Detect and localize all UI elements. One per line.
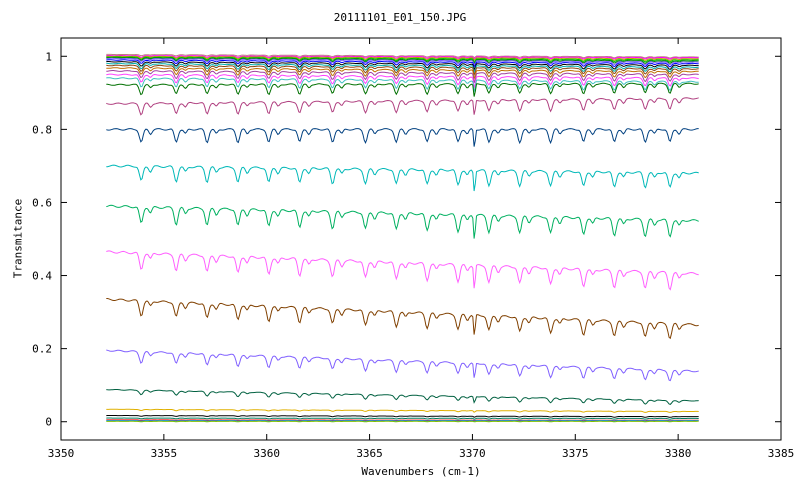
series-line xyxy=(106,59,699,68)
x-tick-label: 3365 xyxy=(356,447,383,460)
series-line xyxy=(106,250,699,291)
x-tick-label: 3375 xyxy=(562,447,589,460)
series-line xyxy=(106,298,699,340)
x-tick-label: 3370 xyxy=(459,447,486,460)
series-line xyxy=(106,420,699,423)
x-axis-label: Wavenumbers (cm-1) xyxy=(361,465,481,478)
series-line xyxy=(106,62,699,74)
series-line xyxy=(106,417,699,420)
axes-layer: 3350 3355 3360 3365 3370 3375 3380 3385 0 0.2 0.4 0… xyxy=(32,38,794,460)
series-line xyxy=(106,55,699,61)
series-line xyxy=(106,128,699,147)
y-tick-label: 0.8 xyxy=(32,123,52,136)
y-tick-label: 0.6 xyxy=(32,196,52,209)
y-tick-label: 1 xyxy=(45,50,52,63)
series-line xyxy=(106,204,699,239)
series-line xyxy=(106,55,699,60)
y-tick-label: 0.2 xyxy=(32,343,52,356)
chart-title: 20111101_E01_150.JPG xyxy=(333,11,467,24)
x-tick-label: 3380 xyxy=(665,447,692,460)
series-layer xyxy=(106,53,699,423)
y-tick-label: 0 xyxy=(45,416,52,429)
series-line xyxy=(106,77,699,93)
series-line xyxy=(106,420,699,422)
series-line xyxy=(106,73,699,88)
x-tick-label: 3385 xyxy=(768,447,795,460)
series-line xyxy=(106,56,699,63)
series-line xyxy=(106,415,699,418)
series-line xyxy=(106,67,699,81)
series-line xyxy=(106,82,699,97)
plot-frame xyxy=(60,37,782,441)
series-line xyxy=(106,64,699,77)
series-line xyxy=(106,61,699,71)
series-line xyxy=(106,408,699,413)
series-line xyxy=(106,389,699,405)
series-line xyxy=(106,70,699,84)
series-line xyxy=(106,57,699,66)
series-line xyxy=(106,57,699,65)
series-line xyxy=(106,349,699,382)
series-line xyxy=(106,164,699,192)
series-line xyxy=(106,53,699,59)
x-tick-label: 3360 xyxy=(253,447,280,460)
x-tick-label: 3355 xyxy=(151,447,178,460)
x-tick-label: 3350 xyxy=(48,447,75,460)
y-tick-label: 0.4 xyxy=(32,270,52,283)
series-line xyxy=(106,97,699,116)
